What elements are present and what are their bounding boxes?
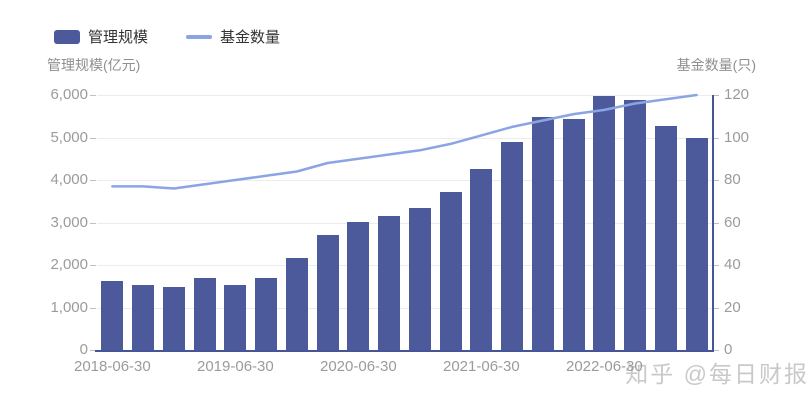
right-tick-mark [713, 350, 719, 351]
bar [654, 126, 677, 350]
left-tick-mark [90, 95, 96, 96]
right-axis-tick-label: 20 [724, 298, 741, 316]
bar [132, 285, 155, 350]
left-tick-mark [90, 265, 96, 266]
gridline [97, 137, 712, 139]
bar [624, 100, 647, 350]
left-tick-mark [90, 307, 96, 309]
left-axis-tick-label: 4,000 [50, 171, 88, 188]
right-axis-tick-label: 100 [724, 128, 750, 146]
bar [531, 117, 554, 350]
watermark: 知乎 @每日财报 [625, 361, 809, 387]
legend: 管理规模 基金数量 [54, 26, 280, 47]
x-axis-line [95, 350, 714, 352]
right-tick-mark [713, 137, 719, 139]
legend-label-fund-count: 基金数量 [220, 29, 281, 46]
right-y-axis-line [712, 95, 714, 352]
bar-swatch-icon [54, 29, 80, 44]
bar [162, 286, 185, 350]
left-axis-tick-label: 3,000 [50, 213, 88, 231]
bar [316, 234, 339, 350]
right-axis-tick-label: 120 [724, 86, 750, 103]
legend-label-aum: 管理规模 [88, 29, 149, 46]
left-axis-tick-label: 1,000 [50, 298, 88, 316]
bar [408, 208, 431, 350]
x-axis-tick-label: 2022-06-30 [566, 358, 643, 375]
x-axis-tick-label: 2020-06-30 [320, 358, 397, 375]
right-axis-title: 基金数量(只) [676, 57, 756, 73]
left-axis-tick-label: 0 [79, 341, 88, 358]
bar [470, 168, 493, 350]
right-axis-tick-label: 0 [724, 341, 733, 358]
right-tick-mark [713, 180, 719, 181]
bar [347, 221, 370, 350]
x-axis-tick-label: 2019-06-30 [197, 358, 274, 375]
left-tick-mark [90, 180, 96, 181]
bar [224, 284, 247, 350]
bar [255, 278, 278, 350]
bar [685, 137, 708, 350]
line-swatch-icon [186, 34, 213, 39]
x-axis-tick-label: 2018-06-30 [74, 358, 151, 375]
bar [101, 280, 124, 350]
right-tick-mark [713, 265, 719, 266]
left-tick-mark [90, 350, 96, 351]
bar [439, 192, 462, 350]
left-axis-title: 管理规模(亿元) [47, 57, 141, 73]
left-axis-tick-label: 2,000 [50, 256, 88, 273]
right-tick-mark [713, 307, 719, 309]
gridline [97, 95, 712, 96]
left-tick-mark [90, 137, 96, 139]
gridline [97, 307, 712, 309]
bar [193, 277, 216, 350]
bar [285, 258, 308, 350]
gridline [97, 222, 712, 224]
right-tick-mark [713, 95, 719, 96]
right-axis-tick-label: 40 [724, 256, 741, 273]
bar [378, 215, 401, 350]
gridline [97, 265, 712, 266]
gridline [97, 180, 712, 181]
right-axis-tick-label: 80 [724, 171, 741, 188]
x-axis-tick-label: 2021-06-30 [443, 358, 520, 375]
bar [562, 119, 585, 350]
left-tick-mark [90, 222, 96, 224]
left-axis-tick-label: 6,000 [50, 86, 88, 103]
right-tick-mark [713, 222, 719, 224]
bar [593, 95, 616, 350]
legend-item-fund-count[interactable]: 基金数量 [186, 26, 280, 47]
bar [501, 142, 524, 350]
left-axis-tick-label: 5,000 [50, 128, 88, 146]
legend-item-aum[interactable]: 管理规模 [54, 26, 148, 47]
right-axis-tick-label: 60 [724, 213, 741, 231]
